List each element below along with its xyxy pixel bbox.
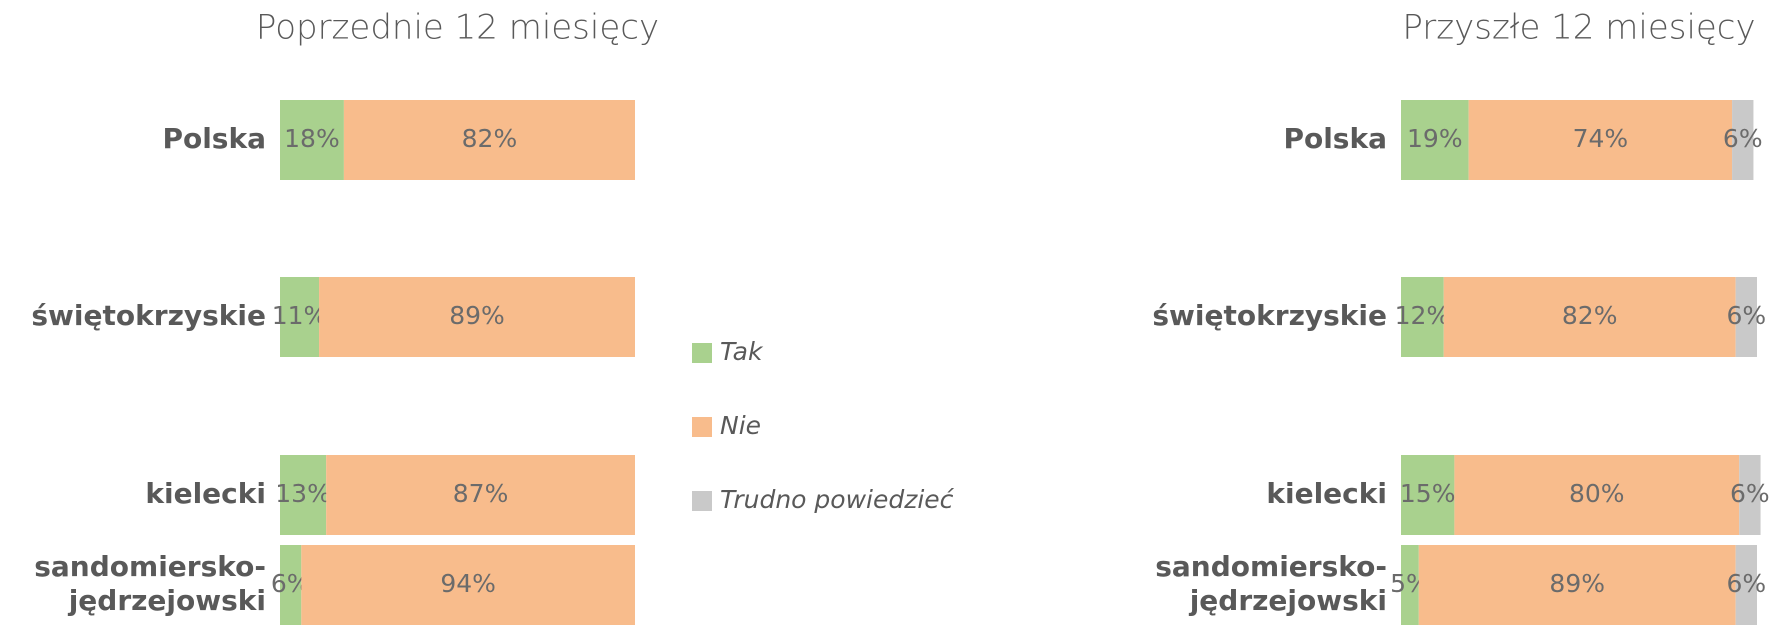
legend-swatch: [692, 343, 712, 363]
chart-title: Poprzednie 12 miesięcy: [256, 8, 659, 48]
value-label: 94%: [440, 569, 496, 598]
category-label: kielecki: [145, 477, 266, 510]
legend-swatch: [692, 417, 712, 437]
value-label: 89%: [1549, 569, 1605, 598]
bar-segment: [1739, 455, 1761, 535]
bar-segment: [319, 277, 635, 357]
bar-segment: [1732, 100, 1754, 180]
bar-segment: [280, 100, 344, 180]
value-label: 13%: [275, 479, 331, 508]
bar-segment: [1443, 277, 1736, 357]
category-label: świętokrzyskie: [31, 299, 266, 332]
value-label: 80%: [1569, 479, 1625, 508]
bar-segment: [1735, 277, 1757, 357]
bar-segment: [1735, 545, 1757, 625]
value-label: 6%: [1730, 479, 1770, 508]
legend-label: Nie: [720, 411, 761, 440]
bar-segment: [1401, 455, 1455, 535]
bar-segment: [343, 100, 635, 180]
value-label: 6%: [1723, 124, 1763, 153]
value-label: 6%: [1726, 569, 1766, 598]
category-label: Polska: [1283, 122, 1387, 155]
value-label: 87%: [453, 479, 509, 508]
bar-segment: [301, 545, 635, 625]
value-label: 12%: [1395, 301, 1451, 330]
value-label: 15%: [1400, 479, 1456, 508]
category-label: Polska: [162, 122, 266, 155]
value-label: 82%: [1562, 301, 1618, 330]
bar-segment: [1454, 455, 1740, 535]
value-label: 6%: [1726, 301, 1766, 330]
category-label: kielecki: [1266, 477, 1387, 510]
bar-segment: [1468, 100, 1733, 180]
value-label: 18%: [284, 124, 340, 153]
legend-swatch: [692, 491, 712, 511]
category-label: sandomiersko-jędrzejowski: [34, 550, 266, 617]
bar-segment: [280, 545, 302, 625]
chart-title: Przyszłe 12 miesięcy: [1402, 8, 1755, 48]
bar-segment: [280, 455, 327, 535]
category-label: świętokrzyskie: [1152, 299, 1387, 332]
value-label: 74%: [1573, 124, 1629, 153]
value-label: 89%: [449, 301, 505, 330]
bar-segment: [326, 455, 635, 535]
value-label: 82%: [462, 124, 518, 153]
bar-segment: [1401, 277, 1444, 357]
value-label: 11%: [272, 301, 328, 330]
bar-segment: [280, 277, 320, 357]
legend-label: Tak: [720, 337, 764, 366]
value-label: 19%: [1407, 124, 1463, 153]
bar-segment: [1418, 545, 1736, 625]
bar-segment: [1401, 545, 1419, 625]
legend-label: Trudno powiedzieć: [720, 485, 955, 514]
bar-segment: [1401, 100, 1469, 180]
category-label: sandomiersko-jędrzejowski: [1155, 550, 1387, 617]
